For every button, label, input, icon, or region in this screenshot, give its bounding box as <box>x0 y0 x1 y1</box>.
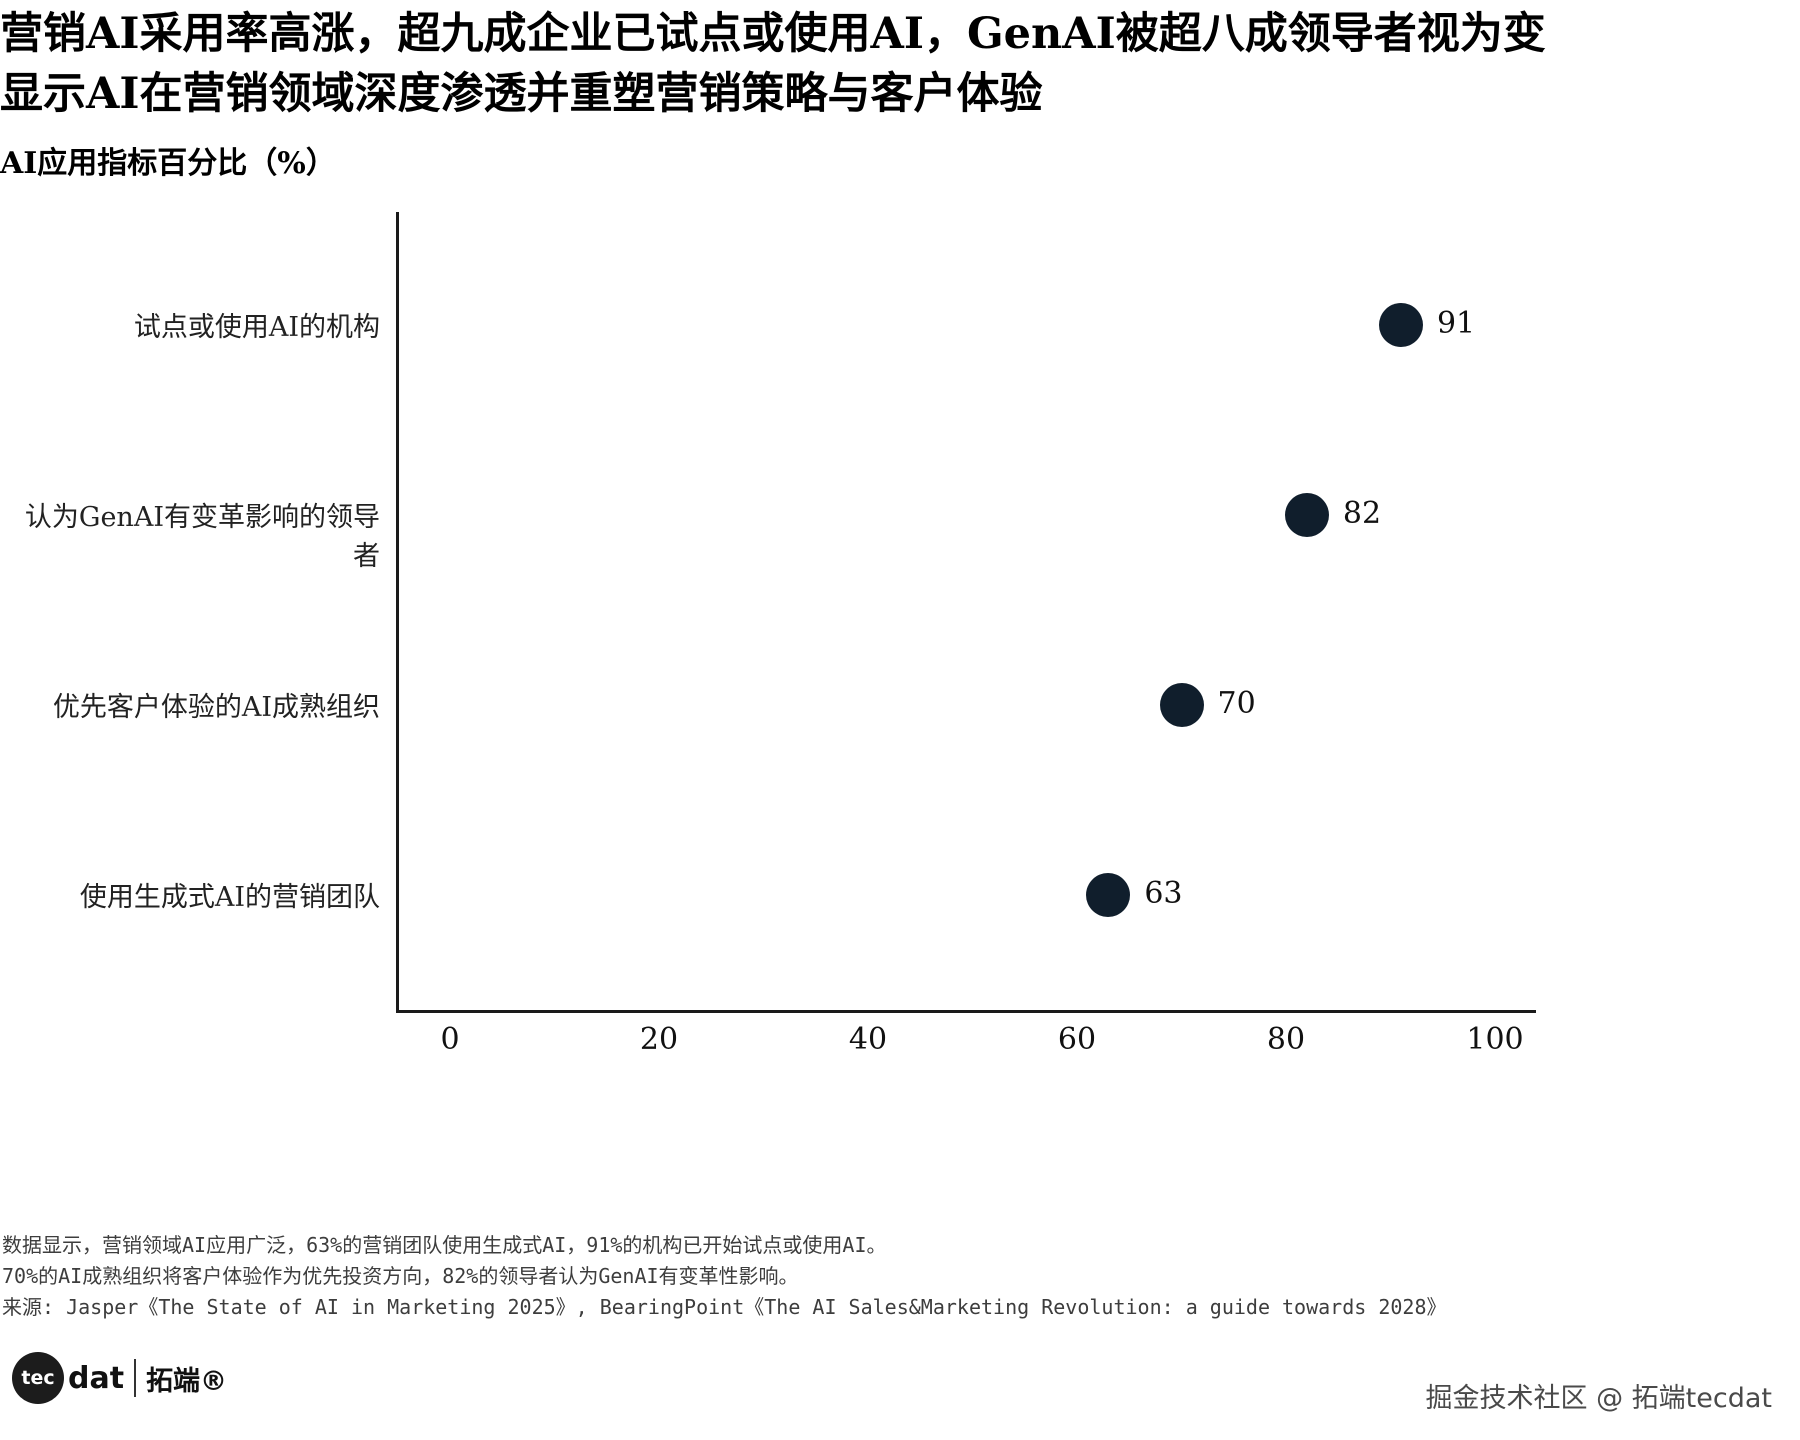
footnote-line-2: 70%的AI成熟组织将客户体验作为优先投资方向，82%的领导者认为GenAI有变… <box>2 1264 799 1288</box>
data-point-value: 82 <box>1342 496 1382 531</box>
category-label: 优先客户体验的AI成熟组织 <box>52 692 380 723</box>
data-point-dot <box>1284 493 1329 537</box>
logo-divider <box>134 1359 137 1397</box>
data-point-dot <box>1086 873 1131 917</box>
chart-subtitle: AI应用指标百分比（%） <box>0 146 336 181</box>
category-label: 试点或使用AI的机构 <box>133 312 380 343</box>
data-point-dot <box>1378 303 1423 347</box>
tecdat-logo-text: dat <box>68 1360 125 1396</box>
category-label: 认为GenAI有变革影响的领导者 <box>24 502 380 572</box>
tecdat-logo-cn: 拓端® <box>146 1365 228 1397</box>
tecdat-logo-icon: tec <box>12 1352 64 1404</box>
data-point-value: 70 <box>1217 686 1256 721</box>
tecdat-logo: tec dat 拓端® <box>12 1352 227 1404</box>
footnotes: 数据显示，营销领域AI应用广泛，63%的营销团队使用生成式AI，91%的机构已开… <box>2 1230 1447 1323</box>
data-point-value: 63 <box>1144 876 1183 911</box>
x-axis-tick-label: 80 <box>1266 1022 1306 1057</box>
footnote-line-1: 数据显示，营销领域AI应用广泛，63%的营销团队使用生成式AI，91%的机构已开… <box>2 1233 887 1257</box>
chart-title: 营销AI采用率高涨，超九成企业已试点或使用AI，GenAI被超八成领导者视为变 … <box>0 4 1800 124</box>
x-axis-tick-label: 0 <box>440 1022 460 1057</box>
watermark-text: 掘金技术社区 @ 拓端tecdat <box>1425 1383 1772 1414</box>
chart-title-line-2: 显示AI在营销领域深度渗透并重塑营销策略与客户体验 <box>0 69 1043 119</box>
data-point-value: 91 <box>1436 306 1476 341</box>
data-point-dot <box>1159 683 1204 727</box>
x-axis-line <box>396 1010 1536 1013</box>
category-label: 使用生成式AI的营销团队 <box>79 882 380 913</box>
x-axis-tick-label: 20 <box>639 1022 679 1057</box>
y-axis-line <box>396 212 399 1013</box>
x-axis-tick-label: 60 <box>1057 1022 1097 1057</box>
source-line: 来源: Jasper《The State of AI in Marketing … <box>2 1295 1447 1319</box>
chart-title-line-1: 营销AI采用率高涨，超九成企业已试点或使用AI，GenAI被超八成领导者视为变 <box>0 9 1546 59</box>
x-axis-tick-label: 40 <box>848 1022 888 1057</box>
x-axis-tick-label: 100 <box>1466 1022 1524 1057</box>
